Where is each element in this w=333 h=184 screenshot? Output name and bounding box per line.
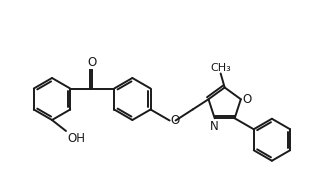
Text: O: O (170, 114, 180, 127)
Text: CH₃: CH₃ (210, 63, 231, 72)
Text: OH: OH (67, 132, 85, 145)
Text: O: O (243, 93, 252, 106)
Text: N: N (210, 120, 219, 133)
Text: O: O (88, 56, 97, 69)
